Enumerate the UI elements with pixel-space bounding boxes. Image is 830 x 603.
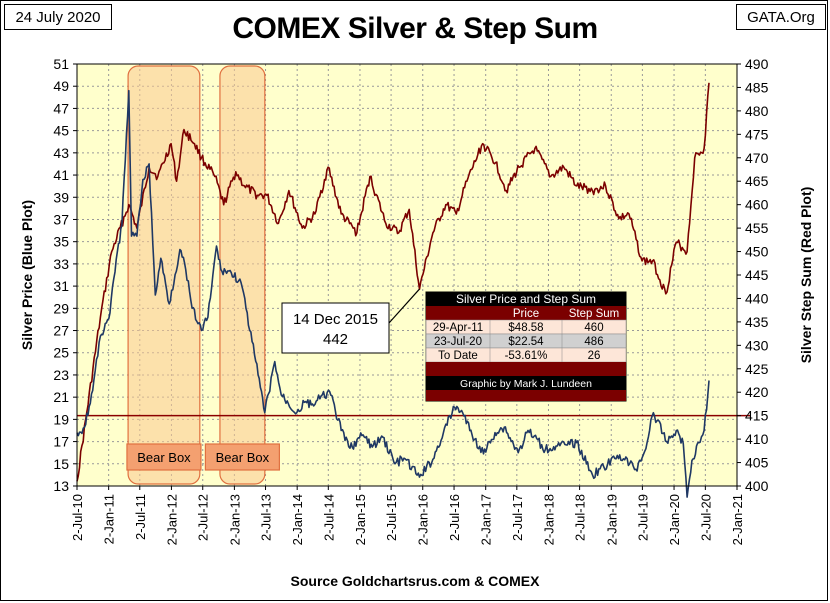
bear-box-label: Bear Box [216,450,270,465]
x-tick-label: 2-Jul-15 [384,494,399,541]
x-tick-label: 2-Jan-18 [541,494,556,545]
y-axis-title: Silver Price (Blue Plot) [19,200,35,350]
y-tick-label: 15 [53,456,69,472]
x-tick-label: 2-Jul-11 [133,494,148,540]
y2-tick-label: 400 [745,478,769,494]
y-tick-label: 37 [53,211,69,227]
y-tick-label: 35 [53,234,69,250]
annotation-pointer [388,288,420,324]
y-tick-label: 41 [53,167,69,183]
bear-box-label: Bear Box [137,450,191,465]
y2-tick-label: 470 [745,150,769,166]
table-cell: 486 [584,336,603,348]
x-tick-label: 2-Jul-12 [196,494,211,541]
x-tick-label: 2-Jul-14 [321,494,336,541]
y2-tick-label: 480 [745,103,769,119]
y-tick-label: 21 [53,389,69,405]
y-tick-label: 51 [53,56,69,72]
silver-price-line [76,89,710,498]
y2-tick-label: 485 [745,79,769,95]
x-tick-label: 2-Jul-10 [70,494,85,541]
table-cell: 26 [588,350,601,362]
y2-tick-label: 465 [745,173,769,189]
y-tick-label: 43 [53,145,69,161]
table-cell: 460 [584,322,603,334]
x-tick-label: 2-Jan-11 [102,494,117,544]
y-tick-label: 33 [53,256,69,272]
y-tick-label: 31 [53,278,69,294]
x-tick-label: 2-Jul-19 [635,494,650,541]
y2-tick-label: 445 [745,267,769,283]
y-tick-label: 47 [53,100,69,116]
x-tick-label: 2-Jul-16 [447,494,462,541]
x-tick-label: 2-Jan-19 [604,494,619,545]
annotation-box [281,302,390,354]
table-cell: $22.54 [508,336,544,348]
y2-tick-label: 425 [745,361,769,377]
y-tick-label: 39 [53,189,69,205]
annotation-text: 442 [323,331,348,348]
x-tick-label: 2-Jan-20 [667,494,682,545]
x-tick-label: 2-Jul-18 [573,494,588,541]
bear-box-label-bg [126,443,202,471]
table-cell: 29-Apr-11 [433,322,483,334]
x-tick-label: 2-Jan-21 [730,494,745,545]
x-tick-label: 2-Jul-13 [259,494,274,541]
step-sum-line [76,82,710,482]
y-tick-label: 45 [53,123,69,139]
table-header-cell: Step Sum [569,308,620,320]
y-tick-label: 23 [53,367,69,383]
y2-tick-label: 475 [745,126,769,142]
table-header-cell: Price [513,308,539,320]
x-tick-label: 2-Jan-15 [353,494,368,545]
y2-tick-label: 490 [745,56,769,72]
y2-tick-label: 405 [745,455,769,471]
y-tick-label: 19 [53,411,69,427]
y-tick-label: 17 [53,434,69,450]
x-tick-label: 2-Jan-12 [164,494,179,545]
table-cell: To Date [438,350,478,362]
y-tick-label: 27 [53,323,69,339]
x-tick-label: 2-Jan-14 [290,494,305,545]
y-tick-label: 25 [53,345,69,361]
annotation-text: 14 Dec 2015 [293,311,378,328]
bear-box [219,65,266,485]
x-tick-label: 2-Jan-17 [479,494,494,545]
y2-tick-label: 440 [745,290,769,306]
table-header-bg [426,306,626,320]
y2-tick-label: 410 [745,431,769,447]
chart-title: COMEX Silver & Step Sum [232,12,598,45]
table-title: Silver Price and Step Sum [456,292,596,306]
y2-tick-label: 450 [745,244,769,260]
table-title-bg [426,292,626,306]
table-credit-bg [426,376,626,390]
y-tick-label: 13 [53,478,69,494]
x-tick-label: 2-Jan-13 [227,494,242,545]
site-label: GATA.Org [736,4,826,30]
y2-tick-label: 455 [745,220,769,236]
y2-tick-label: 460 [745,197,769,213]
y2-tick-label: 435 [745,314,769,330]
y2-tick-label: 430 [745,337,769,353]
y-tick-label: 49 [53,78,69,94]
source-note: Source Goldchartsrus.com & COMEX [290,573,540,589]
table-cell: 23-Jul-20 [434,336,482,348]
x-tick-label: 2-Jul-20 [698,494,713,541]
table-cell: -53.61% [505,350,548,362]
x-tick-label: 2-Jan-16 [416,494,431,545]
y2-tick-label: 415 [745,408,769,424]
y2-tick-label: 420 [745,384,769,400]
bear-box-label-bg [204,443,280,471]
x-tick-label: 2-Jul-17 [510,494,525,541]
y2-axis-title: Silver Step Sum (Red Plot) [798,187,814,364]
table-credit: Graphic by Mark J. Lundeen [460,378,592,390]
y-tick-label: 29 [53,300,69,316]
table-cell: $48.58 [508,322,543,334]
date-label: 24 July 2020 [4,4,112,30]
